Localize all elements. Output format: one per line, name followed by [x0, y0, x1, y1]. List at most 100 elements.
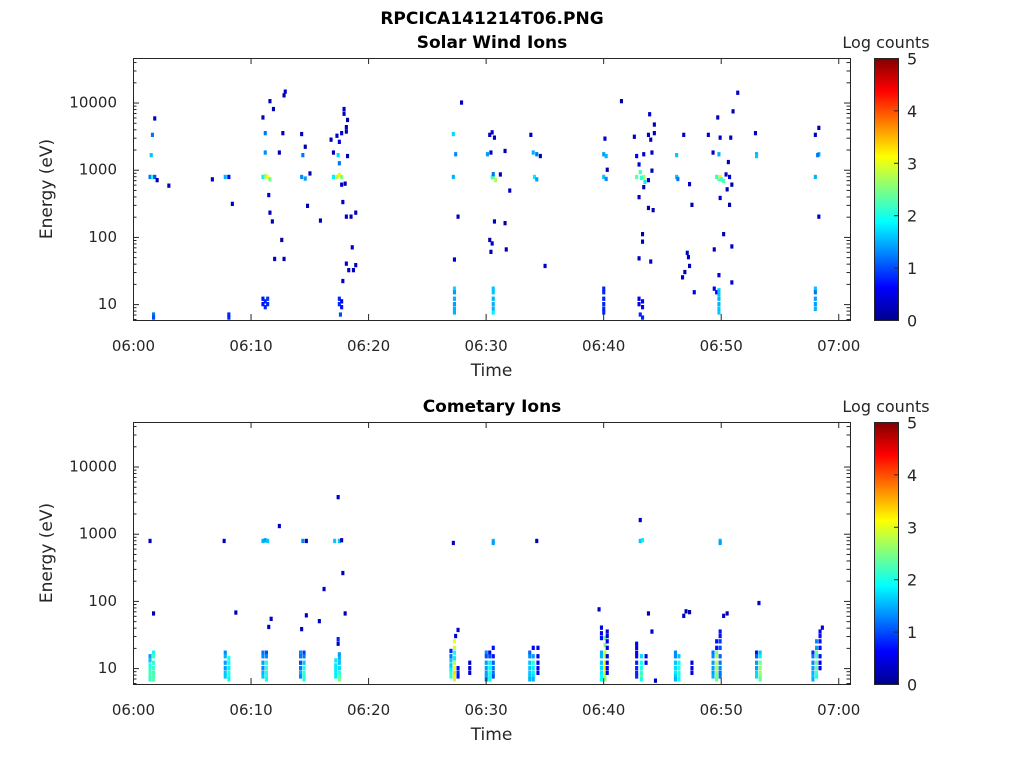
- heatmap-cell: [301, 538, 305, 544]
- heatmap-cell: [599, 625, 603, 630]
- heatmap-cell: [599, 670, 603, 675]
- heatmap-cell: [692, 290, 696, 295]
- heatmap-cell: [489, 249, 493, 254]
- heatmap-cell: [350, 245, 354, 250]
- heatmap-cell: [711, 660, 715, 665]
- heatmap-cell: [641, 299, 645, 304]
- heatmap-cell: [536, 654, 540, 659]
- heatmap-cell: [813, 302, 817, 307]
- heatmap-cell: [152, 650, 156, 655]
- heatmap-cell: [637, 195, 641, 200]
- heatmap-cell: [818, 654, 822, 659]
- heatmap-cell: [639, 175, 643, 180]
- heatmap-cell: [210, 177, 214, 182]
- heatmap-cell: [718, 135, 722, 140]
- heatmap-cell: [263, 174, 267, 179]
- heatmap-cell: [152, 660, 156, 665]
- heatmap-cell: [718, 195, 722, 201]
- heatmap-cell: [334, 663, 338, 668]
- heatmap-cell: [602, 306, 606, 311]
- heatmap-cell: [531, 654, 535, 659]
- heatmap-cell: [758, 666, 762, 671]
- heatmap-cell: [602, 310, 606, 315]
- heatmap-cell: [642, 152, 646, 157]
- y-tick-label: 1000: [79, 525, 117, 543]
- heatmap-cell: [452, 290, 456, 295]
- heatmap-cell: [605, 654, 609, 659]
- heatmap-cell: [815, 666, 819, 671]
- heatmap-cell: [652, 131, 656, 136]
- heatmap-cell: [300, 627, 304, 632]
- heatmap-cell: [152, 670, 156, 675]
- heatmap-cell: [152, 677, 156, 682]
- heatmap-cell: [281, 131, 285, 136]
- heatmap-cell: [528, 650, 532, 655]
- heatmap-cell: [599, 666, 603, 671]
- heatmap-cell: [268, 177, 272, 182]
- heatmap-cell: [491, 670, 495, 675]
- heatmap-cell: [677, 666, 681, 671]
- heatmap-cell: [484, 650, 488, 655]
- heatmap-cell: [264, 666, 268, 671]
- heatmap-cell: [717, 302, 721, 307]
- heatmap-cell: [344, 261, 348, 266]
- heatmap-cell: [637, 162, 641, 167]
- heatmap-cell: [605, 645, 609, 650]
- heatmap-cell: [452, 660, 456, 665]
- heatmap-cell: [715, 674, 719, 679]
- heatmap-cell: [690, 660, 694, 665]
- heatmap-cell: [716, 115, 720, 120]
- heatmap-cell: [261, 538, 265, 544]
- heatmap-cell: [302, 677, 306, 682]
- x-tick-label: 06:30: [465, 701, 508, 719]
- heatmap-cell: [673, 666, 677, 671]
- heatmap-cell: [491, 286, 495, 291]
- heatmap-cell: [449, 674, 453, 679]
- heatmap-cell: [711, 650, 715, 655]
- heatmap-cell: [811, 660, 815, 665]
- heatmap-cell: [454, 633, 458, 639]
- heatmap-cell: [485, 152, 489, 157]
- heatmap-cell: [599, 650, 603, 655]
- heatmap-cell: [646, 132, 650, 137]
- heatmap-cell: [153, 174, 157, 180]
- heatmap-cell: [223, 174, 227, 180]
- heatmap-cell: [673, 674, 677, 679]
- heatmap-cell: [722, 232, 726, 237]
- colorbar-label: Log counts: [842, 397, 929, 416]
- heatmap-cell: [491, 172, 495, 177]
- heatmap-cell: [277, 523, 281, 529]
- heatmap-cell: [340, 538, 344, 543]
- heatmap-cell: [452, 645, 456, 650]
- heatmap-cell: [261, 666, 265, 671]
- heatmap-cell: [340, 131, 344, 136]
- heatmap-cell: [755, 654, 759, 659]
- heatmap-cell: [488, 674, 492, 679]
- heatmap-cell: [337, 677, 341, 682]
- heatmap-cell: [730, 280, 734, 285]
- heatmap-cell: [715, 290, 719, 295]
- heatmap-cell: [726, 159, 730, 165]
- heatmap-cell: [717, 296, 721, 301]
- heatmap-cell: [758, 660, 762, 665]
- heatmap-cell: [536, 666, 540, 671]
- heatmap-cell: [813, 132, 817, 137]
- heatmap-cell: [673, 650, 677, 655]
- heatmap-cell: [488, 670, 492, 675]
- heatmap-cell: [818, 660, 822, 665]
- heatmap-cell: [638, 312, 642, 317]
- heatmap-cell: [603, 650, 607, 655]
- heatmap-cell: [653, 678, 657, 683]
- heatmap-cell: [491, 310, 495, 315]
- heatmap-cell: [302, 660, 306, 665]
- heatmap-cell: [331, 150, 335, 155]
- heatmap-cell: [813, 174, 817, 180]
- heatmap-cell: [264, 660, 268, 665]
- y-tick-label: 1000: [79, 161, 117, 179]
- heatmap-cell: [758, 650, 762, 655]
- heatmap-cell: [354, 263, 358, 268]
- heatmap-cell: [266, 538, 270, 544]
- colorbar-tick-label: 1: [907, 259, 917, 278]
- heatmap-cell: [815, 674, 819, 679]
- heatmap-cell: [331, 174, 335, 180]
